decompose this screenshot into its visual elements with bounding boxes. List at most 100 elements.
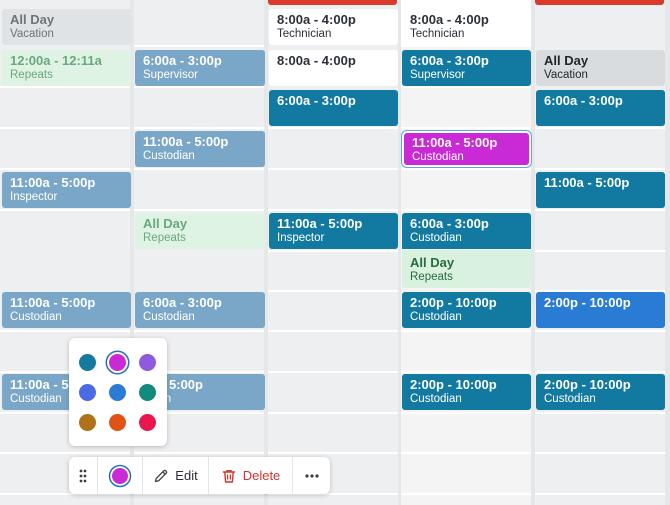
shift-block[interactable]: 2:00p - 10:00p Custodian	[402, 374, 531, 410]
row-divider	[268, 290, 398, 292]
shift-block[interactable]: 6:00a - 3:00p Supervisor	[135, 50, 265, 86]
shift-label: Vacation	[10, 28, 54, 40]
overflow-event-indicator[interactable]	[268, 0, 397, 5]
shift-time: All Day	[544, 53, 589, 68]
shift-time: 11:00a - 5:00p	[143, 134, 229, 149]
shift-block[interactable]: 2:00p - 10:00p Custodian	[536, 374, 665, 410]
shift-time: 6:00a - 3:00p	[544, 93, 623, 108]
row-divider	[268, 330, 398, 332]
shift-time: 11:00a - 5:00p	[10, 175, 96, 190]
row-divider	[134, 330, 264, 332]
shift-time: 11:00a - 5:00p	[10, 295, 96, 310]
row-divider	[134, 452, 264, 454]
drag-handle[interactable]	[69, 457, 98, 494]
overflow-event-indicator[interactable]	[535, 0, 664, 5]
shift-block[interactable]: 11:00a - 5:00p Custodian	[135, 131, 265, 167]
shift-label: Vacation	[544, 69, 588, 81]
shift-block[interactable]: 6:00a - 3:00p	[536, 90, 665, 126]
shift-time: 11:00a - 5:00p	[412, 135, 498, 150]
row-divider	[0, 127, 130, 129]
shift-block[interactable]: All Day Vacation	[536, 50, 665, 86]
shift-time: All Day	[10, 12, 55, 27]
color-swatch[interactable]	[79, 354, 96, 371]
edit-button[interactable]: Edit	[143, 457, 209, 494]
shift-time: 6:00a - 3:00p	[410, 53, 489, 68]
shift-block[interactable]: 8:00a - 4:00p	[269, 50, 398, 86]
row-divider	[134, 86, 264, 88]
row-divider	[535, 330, 665, 332]
row-divider	[401, 127, 531, 129]
trash-icon	[222, 469, 235, 483]
shift-block[interactable]: 2:00p - 10:00p	[536, 292, 665, 328]
shift-block[interactable]: 11:00a - 5:00p Custodian	[2, 292, 131, 328]
row-divider	[268, 127, 398, 129]
shift-time: 12:00a - 12:11a	[10, 53, 102, 68]
shift-block[interactable]: 6:00a - 3:00p Supervisor	[402, 50, 531, 86]
row-divider	[401, 168, 531, 170]
shift-time: 11:00a - 5:	[10, 377, 73, 392]
shift-block[interactable]: 8:00a - 4:00p Technician	[269, 9, 398, 45]
shift-label: Custodian	[544, 393, 596, 405]
day-column: 8:00a - 4:00p Technician 8:00a - 4:00p 6…	[268, 0, 398, 505]
shift-block[interactable]: All Day Repeats	[402, 250, 531, 288]
row-divider	[0, 86, 130, 88]
shift-label: Custodian	[143, 150, 195, 162]
shift-label: Custodian	[10, 393, 62, 405]
day-column: All Day Vacation 12:00a - 12:11a Repeats…	[0, 0, 131, 505]
color-swatch-selected[interactable]	[109, 354, 126, 371]
edit-label: Edit	[175, 468, 198, 483]
selected-shift-block[interactable]: 11:00a - 5:00p Custodian	[404, 133, 529, 165]
shift-label: Technician	[277, 28, 332, 40]
row-divider	[535, 127, 665, 129]
row-divider	[134, 127, 264, 129]
shift-block[interactable]: 12:00a - 12:11a Repeats	[2, 50, 131, 86]
row-divider	[535, 371, 665, 373]
row-divider	[401, 209, 531, 211]
row-divider	[535, 209, 665, 211]
shift-time: 8:00a - 4:00p	[277, 12, 356, 27]
shift-label: Repeats	[410, 271, 453, 283]
row-divider	[0, 412, 130, 414]
color-swatch[interactable]	[139, 384, 156, 401]
row-divider	[401, 452, 531, 454]
row-divider	[134, 371, 264, 373]
shift-block[interactable]: 11:00a - 5:00p Inspector	[2, 172, 131, 208]
delete-button[interactable]: Delete	[209, 457, 293, 494]
color-swatch[interactable]	[79, 384, 96, 401]
shift-label: Custodian	[143, 311, 195, 323]
shift-time: 11:00a - 5:00p	[277, 216, 363, 231]
color-picker-button[interactable]	[98, 457, 143, 494]
color-swatch[interactable]	[139, 354, 156, 371]
shift-label: Inspector	[277, 232, 325, 244]
row-divider	[401, 86, 531, 88]
shift-block[interactable]: All Day Repeats	[135, 213, 265, 249]
color-swatch[interactable]	[109, 384, 126, 401]
shift-label: Inspector	[10, 191, 58, 203]
color-swatch[interactable]	[109, 414, 126, 431]
row-divider	[268, 168, 398, 170]
row-divider	[134, 493, 264, 495]
color-swatch[interactable]	[79, 414, 96, 431]
shift-block[interactable]: 11:00a - 5:00p	[536, 172, 665, 208]
shift-block[interactable]: 8:00a - 4:00p Technician	[402, 9, 531, 45]
shift-block[interactable]: 11:00a - 5:00p Inspector	[269, 213, 398, 249]
shift-time: 2:00p - 10:00p	[410, 295, 497, 310]
shift-time: 8:00a - 4:00p	[277, 53, 356, 68]
shift-block[interactable]: 6:00a - 3:00p Custodian	[135, 292, 265, 328]
shift-time: 2:00p - 10:00p	[544, 377, 631, 392]
row-divider	[535, 493, 665, 495]
row-divider	[268, 452, 398, 454]
color-swatch[interactable]	[139, 414, 156, 431]
row-divider	[0, 330, 130, 332]
row-divider	[535, 290, 665, 292]
more-options-button[interactable]	[293, 457, 330, 494]
shift-block[interactable]: 6:00a - 3:00p Custodian	[402, 213, 531, 249]
shift-block[interactable]: All Day Vacation	[2, 9, 131, 45]
color-picker-icon	[108, 464, 132, 487]
row-divider	[0, 168, 130, 170]
shift-block[interactable]: 6:00a - 3:00p	[269, 90, 398, 126]
shift-time: 2:00p - 10:00p	[544, 295, 631, 310]
shift-time: 6:00a - 3:00p	[143, 53, 222, 68]
shift-block[interactable]: 2:00p - 10:00p Custodian	[402, 292, 531, 328]
shift-time: 6:00a - 3:00p	[143, 295, 222, 310]
